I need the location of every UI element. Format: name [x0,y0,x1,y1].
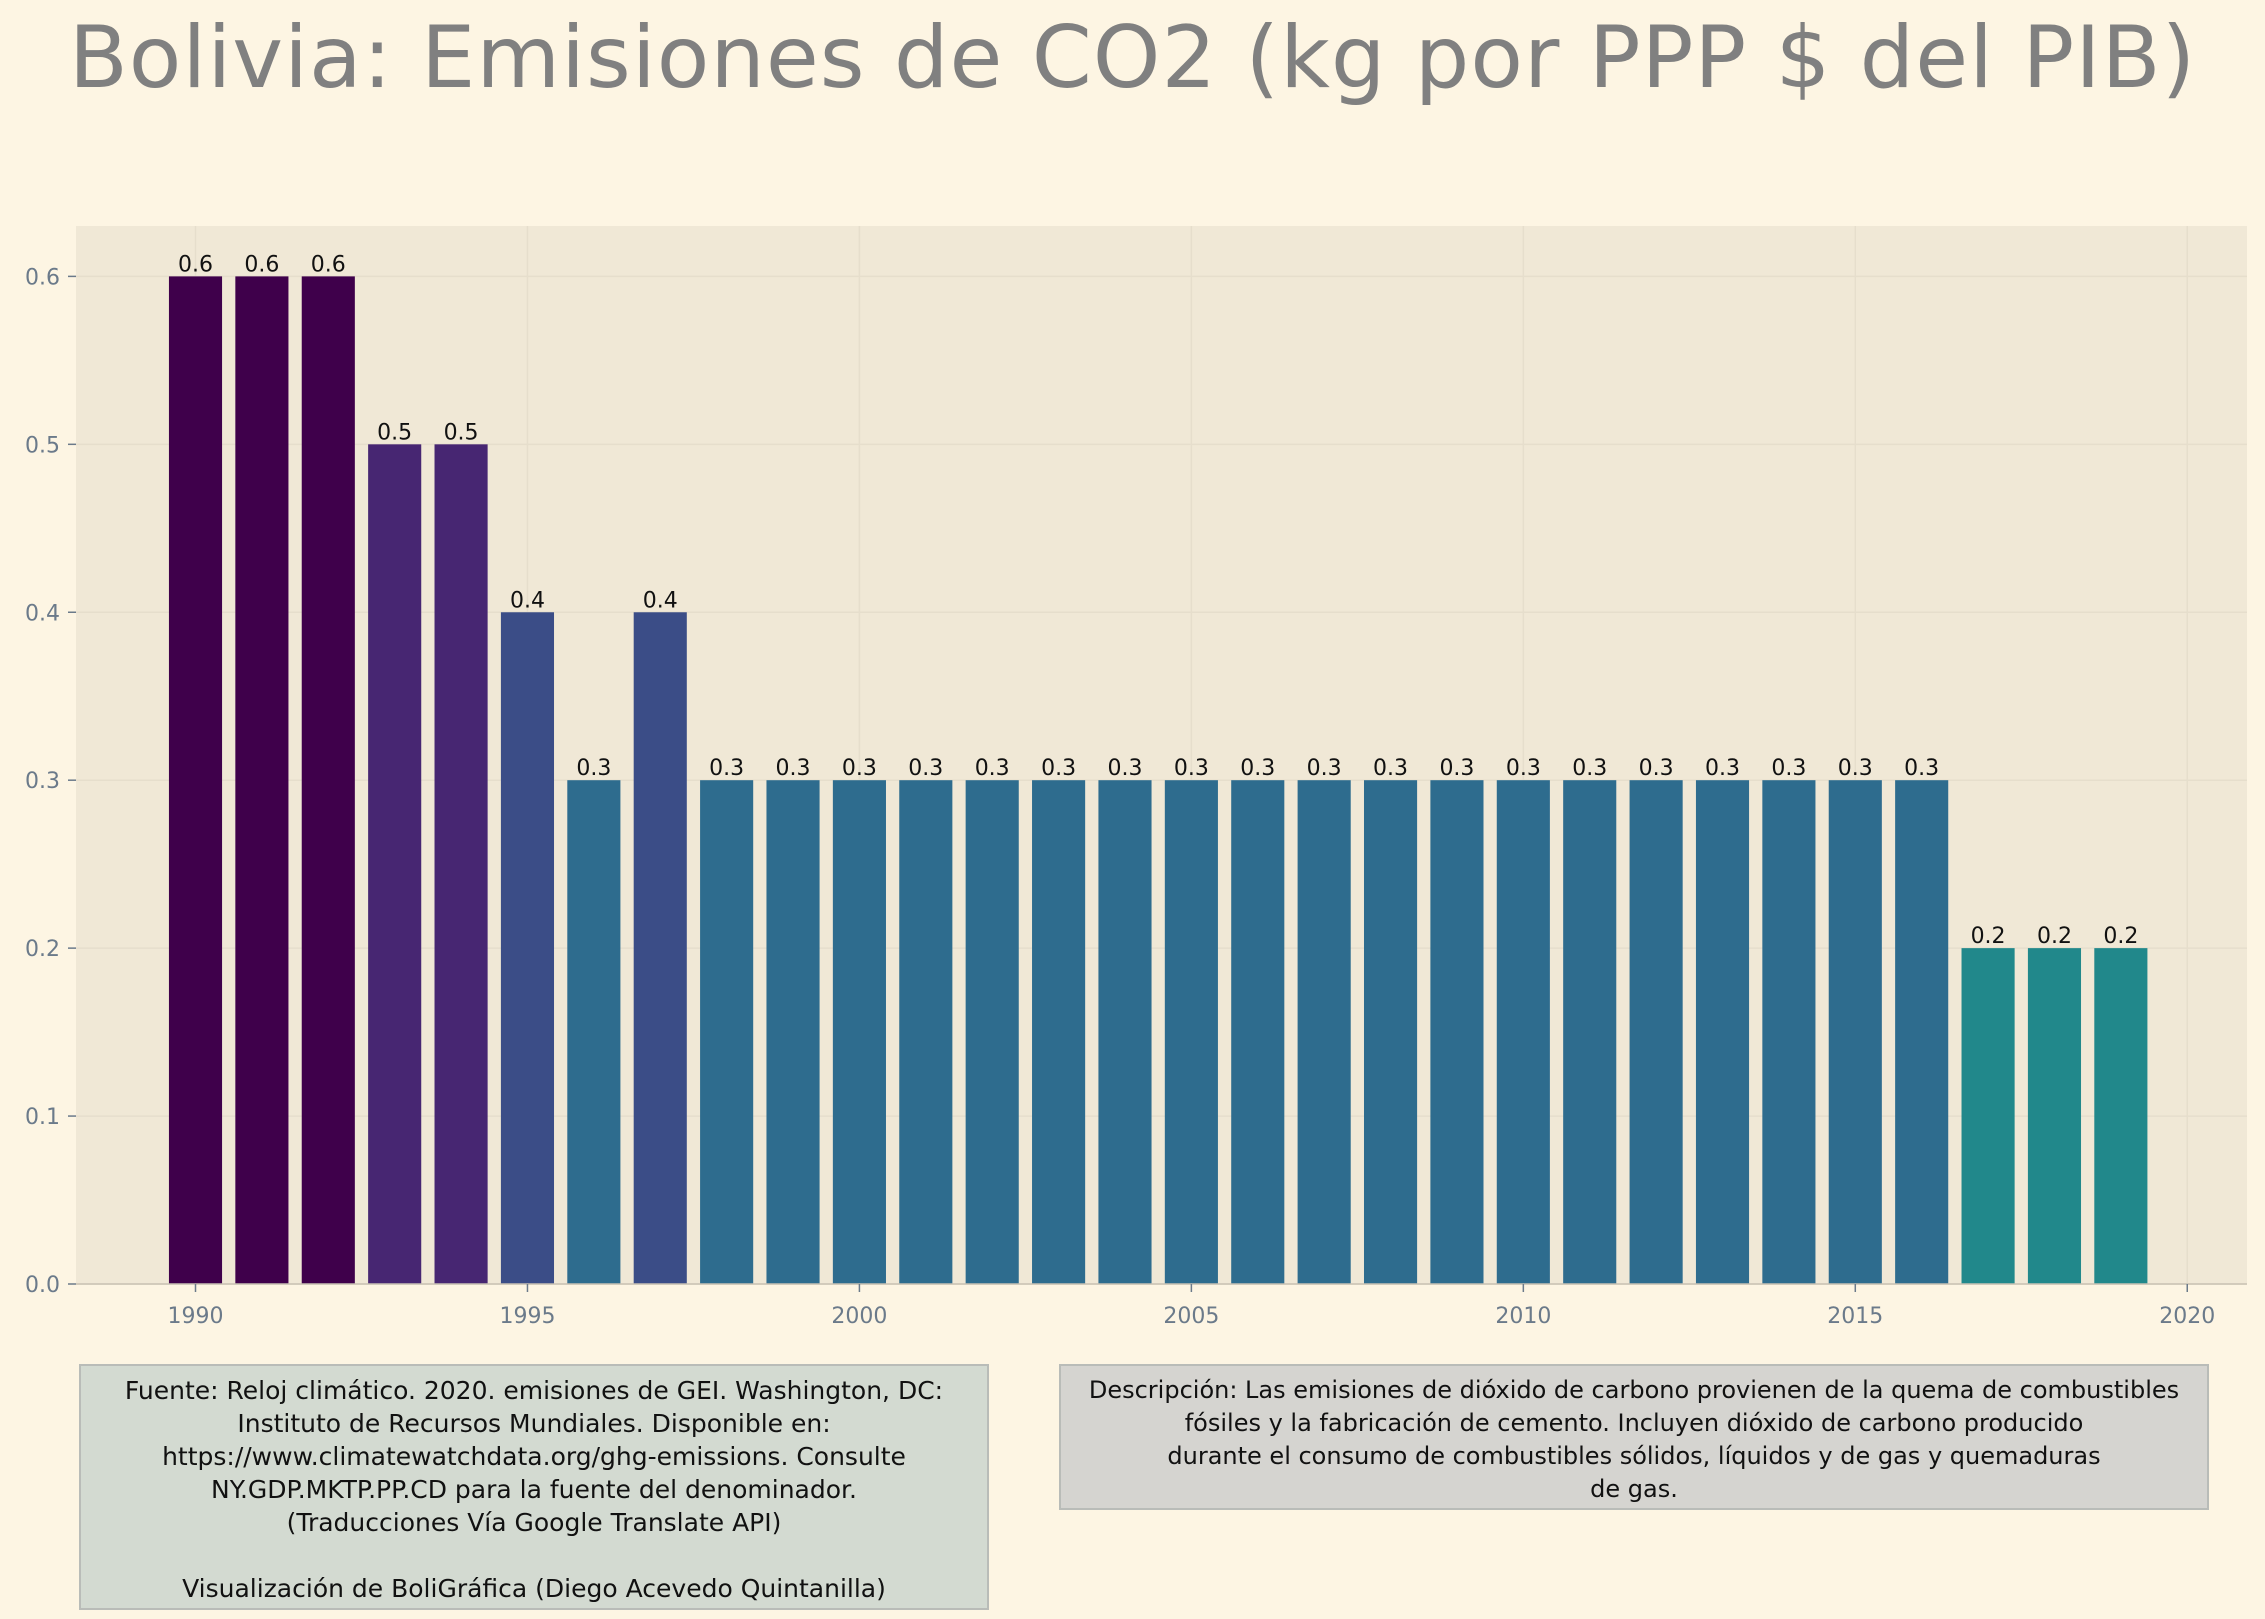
source-note: Fuente: Reloj climático. 2020. emisiones… [79,1364,989,1610]
y-tick-label: 0.6 [25,265,60,290]
data-label: 0.3 [908,756,943,781]
bar [1098,780,1152,1284]
bar [500,612,555,1284]
bar [1961,948,2015,1284]
data-label: 0.3 [576,756,611,781]
data-label: 0.3 [1439,756,1474,781]
chart-title: Bolivia: Emisiones de CO2 (kg por PPP $ … [68,8,2197,108]
data-label: 0.3 [1572,756,1607,781]
x-tick-label: 1995 [499,1304,555,1329]
bar [1164,780,1218,1284]
data-label: 0.4 [510,588,545,613]
data-label: 0.3 [1240,756,1275,781]
x-tick-label: 2000 [831,1304,887,1329]
bar [1828,780,1882,1284]
data-label: 0.3 [1041,756,1076,781]
data-label: 0.3 [842,756,877,781]
data-label: 0.3 [709,756,744,781]
data-label: 0.3 [1373,756,1408,781]
data-label: 0.2 [2037,924,2072,949]
data-label: 0.3 [1307,756,1342,781]
data-label: 0.3 [1506,756,1541,781]
bar [168,276,223,1284]
bar [1496,780,1550,1284]
bar [1563,780,1617,1284]
data-label: 0.5 [377,420,412,445]
bar [235,276,289,1284]
bar [633,612,687,1284]
bar [1297,780,1351,1284]
data-label: 0.3 [1771,756,1806,781]
data-label: 0.3 [1107,756,1142,781]
bar [1762,780,1816,1284]
y-tick-label: 0.2 [25,937,60,962]
bar [1363,780,1418,1284]
data-label: 0.3 [776,756,811,781]
data-label: 0.6 [244,252,279,277]
data-label: 0.3 [1838,756,1873,781]
y-tick-label: 0.0 [25,1273,60,1298]
data-label: 0.6 [178,252,213,277]
bar [965,780,1019,1284]
bar [1629,780,1683,1284]
bar [1032,780,1086,1284]
bar [832,780,886,1284]
data-label: 0.3 [1174,756,1209,781]
data-label: 0.2 [1971,924,2006,949]
bar [434,444,488,1284]
bar [2094,948,2148,1284]
y-tick-label: 0.1 [25,1105,60,1130]
bar [1695,780,1750,1284]
data-label: 0.3 [1639,756,1674,781]
data-label: 0.4 [643,588,678,613]
x-tick-label: 2005 [1163,1304,1219,1329]
data-label: 0.5 [444,420,479,445]
data-label: 0.6 [311,252,346,277]
x-tick-label: 1990 [168,1304,224,1329]
bar [567,780,621,1284]
description-note: Descripción: Las emisiones de dióxido de… [1059,1364,2209,1510]
bar [1430,780,1484,1284]
data-label: 0.2 [2103,924,2138,949]
bar [2027,948,2082,1284]
bar [700,780,754,1284]
data-label: 0.3 [1904,756,1939,781]
y-tick-label: 0.5 [25,433,60,458]
bar-chart: 0.6 0.6 0.6 0.5 0.5 0.4 0.3 0.4 0.3 0.3 0.3 0.3 0.3 0… [25,226,2247,1329]
x-tick-label: 2020 [2159,1304,2215,1329]
bar [1895,780,1949,1284]
data-label: 0.3 [975,756,1010,781]
bar [766,780,820,1284]
x-tick-label: 2010 [1495,1304,1551,1329]
data-label: 0.3 [1705,756,1740,781]
y-tick-label: 0.3 [25,769,60,794]
x-tick-label: 2015 [1827,1304,1883,1329]
bar [301,276,355,1284]
bar [1231,780,1285,1284]
bar [368,444,422,1284]
bar [899,780,953,1284]
y-tick-label: 0.4 [25,601,60,626]
